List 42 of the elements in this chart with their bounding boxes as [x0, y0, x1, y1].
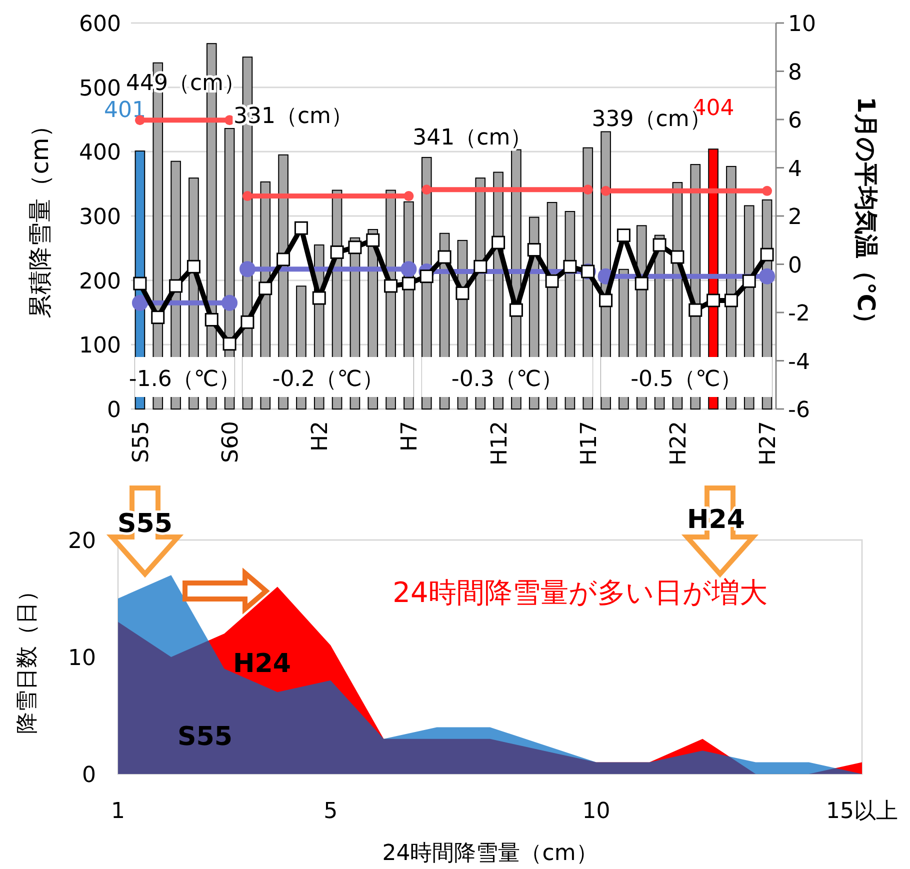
y2-tick-label: -2 [788, 302, 810, 326]
y-tick-label: 20 [68, 529, 96, 554]
y2-tick-label: -4 [788, 350, 810, 375]
y-tick-label: 200 [79, 269, 121, 294]
annotation: 341（cm） [412, 126, 532, 151]
y2-tick-label: 0 [788, 253, 802, 278]
y-axis-title: 累積降雪量（cm） [26, 114, 54, 318]
annotation: -0.2（℃） [272, 367, 384, 392]
y2-tick-label: 8 [788, 60, 802, 86]
y2-tick-label: 6 [788, 108, 802, 134]
x-tick-label: 5 [324, 799, 338, 824]
x-tick-label: H17 [576, 421, 602, 466]
y-tick-label: 600 [79, 12, 121, 37]
y-tick-label: 0 [107, 398, 121, 423]
y2-tick-label: 4 [788, 156, 802, 182]
x-tick-label: H22 [666, 421, 692, 466]
x-tick-label: H2 [308, 421, 334, 452]
y-tick-label: 400 [79, 140, 121, 166]
y-tick-label: 100 [79, 334, 121, 359]
x-axis-title: 24時間降雪量（cm） [382, 841, 598, 866]
x-tick-label: H27 [756, 421, 782, 466]
x-tick-label: H7 [398, 421, 423, 452]
y-tick-label: 10 [68, 646, 96, 671]
x-tick-label: H12 [487, 421, 512, 466]
series-label: H24 [233, 649, 291, 679]
y-tick-label: 300 [79, 205, 121, 230]
annotation: 24時間降雪量が多い日が増大 [392, 576, 768, 609]
y2-tick-label: 2 [788, 205, 802, 230]
y2-axis-title: 1月の平均気温（℃） [852, 96, 880, 336]
y-tick-label: 0 [82, 763, 96, 788]
y2-tick-label: -6 [788, 398, 810, 423]
annotation: -0.3（℃） [451, 367, 564, 392]
annotation: -0.5（℃） [630, 367, 742, 392]
y2-tick-label: 10 [788, 12, 816, 37]
x-tick-label: 1 [111, 799, 125, 824]
y-axis-title: 降雪日数（日） [15, 580, 40, 734]
x-tick-label: S60 [218, 421, 244, 463]
x-tick-label: 10 [582, 799, 610, 824]
annotation: -1.6（℃） [128, 367, 241, 392]
series-label: S55 [178, 722, 232, 752]
x-tick-label: S55 [128, 421, 154, 463]
x-tick-label: 15以上 [826, 799, 898, 824]
